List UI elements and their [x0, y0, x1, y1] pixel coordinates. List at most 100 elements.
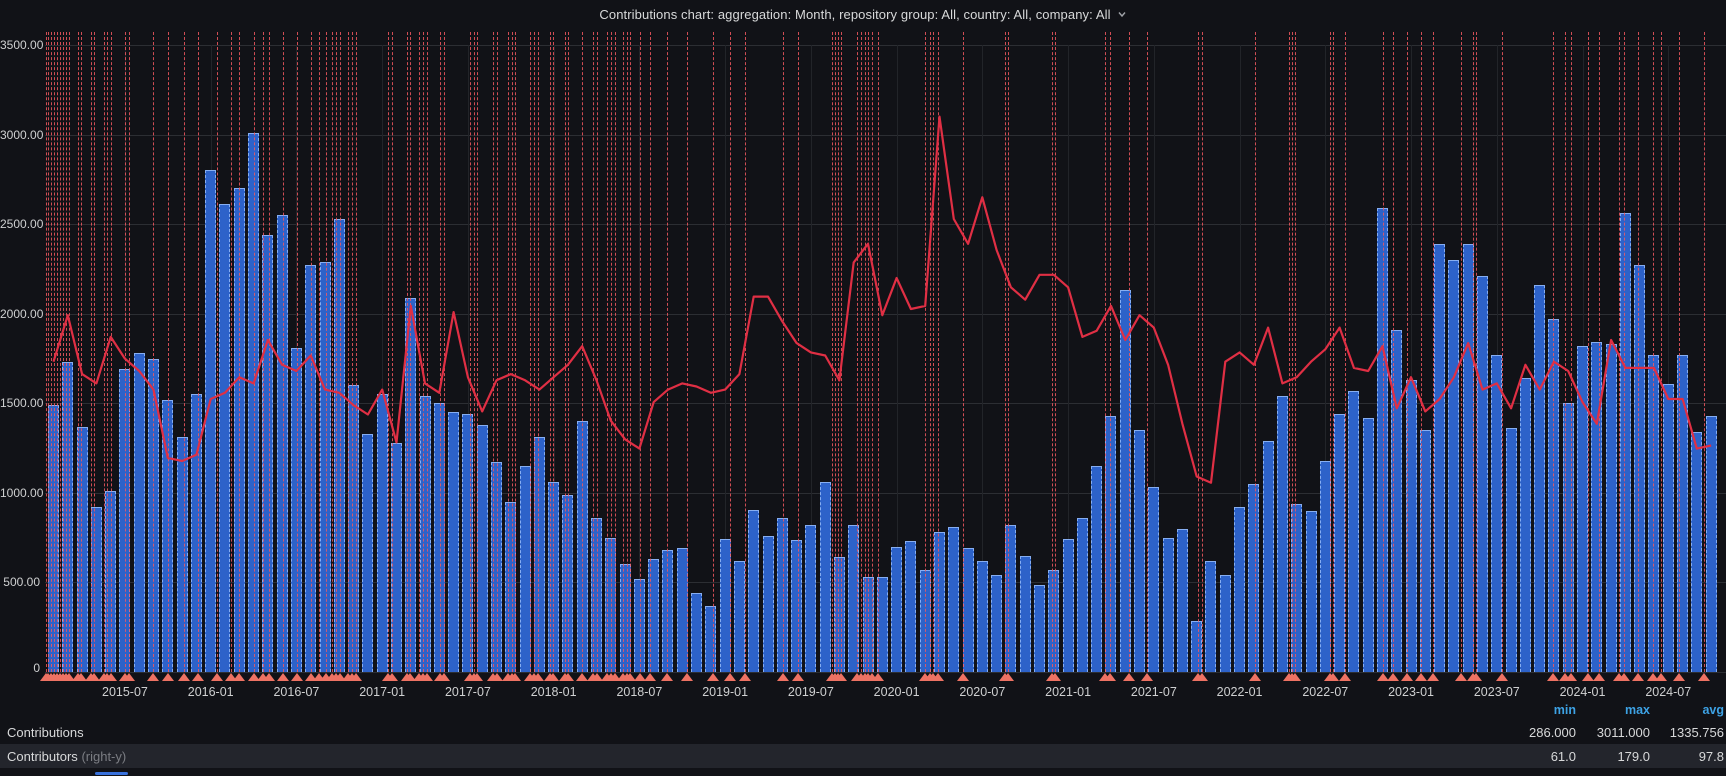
chart-plot-area[interactable]: 3500.00 3000.00 2500.00 2000.00 1500.00 1000.…: [0, 28, 1726, 699]
annotation-line: [508, 32, 509, 672]
bar: [1348, 390, 1360, 672]
annotation-line: [1599, 32, 1600, 672]
legend-col-min[interactable]: min: [1553, 703, 1576, 717]
annotation-line: [340, 32, 341, 672]
annotation-line: [615, 32, 616, 672]
bar: [805, 525, 817, 672]
bar: [748, 509, 760, 672]
bar: [1691, 431, 1703, 672]
annotation-marker-icon: [591, 673, 603, 681]
annotation-line: [1679, 32, 1680, 672]
bar: [190, 394, 202, 672]
annotation-marker-icon: [1647, 673, 1659, 681]
annotation-line: [1333, 32, 1334, 672]
bar: [791, 540, 803, 672]
annotation-marker-icon: [211, 673, 223, 681]
legend-row-contributors: Contributors (right-y) 61.0 179.0 97.8: [0, 744, 1726, 768]
annotation-line: [868, 32, 869, 672]
annotation-line: [515, 32, 516, 672]
scrollbar-thumb[interactable]: [95, 772, 128, 775]
annotation-line: [713, 32, 714, 672]
annotation-marker-icon: [438, 673, 450, 681]
annotation-line: [1289, 32, 1290, 672]
y-axis-tick-label: 1500.00: [0, 396, 44, 411]
legend-series-contributions[interactable]: Contributions: [7, 724, 84, 740]
annotation-line: [269, 32, 270, 672]
annotation-line: [667, 32, 668, 672]
annotation-line: [861, 32, 862, 672]
annotation-line: [332, 32, 333, 672]
annotation-marker-icon: [532, 673, 544, 681]
annotation-marker-icon: [291, 673, 303, 681]
bar: [533, 437, 545, 672]
x-axis-tick-label: 2020-01: [873, 685, 920, 699]
annotation-line: [835, 32, 836, 672]
annotation-line: [1653, 32, 1654, 672]
annotation-line: [63, 32, 64, 672]
annotation-line: [1638, 32, 1639, 672]
annotation-marker-icon: [1593, 673, 1605, 681]
annotation-marker-icon: [1104, 673, 1116, 681]
y-axis-tick-label: 3000.00: [0, 127, 44, 142]
legend-col-max[interactable]: max: [1624, 703, 1650, 717]
annotation-line: [348, 32, 349, 672]
legend-col-avg[interactable]: avg: [1702, 703, 1724, 717]
annotation-line: [553, 32, 554, 672]
annotation-marker-icon: [386, 673, 398, 681]
bar: [1019, 555, 1031, 672]
annotation-line: [1553, 32, 1554, 672]
annotation-marker-icon: [1582, 673, 1594, 681]
bar: [376, 394, 388, 672]
y-axis-tick-label: 3500.00: [0, 38, 44, 52]
bar: [1234, 507, 1246, 672]
annotation-marker-icon: [1339, 673, 1351, 681]
bar: [719, 539, 731, 672]
annotation-line: [48, 32, 49, 672]
annotation-line: [1565, 32, 1566, 672]
annotation-line: [91, 32, 92, 672]
panel-header[interactable]: Contributions chart: aggregation: Month,…: [0, 0, 1726, 28]
bar: [1305, 510, 1317, 672]
annotation-line: [107, 32, 108, 672]
annotation-marker-icon: [1049, 673, 1061, 681]
annotation-line: [582, 32, 583, 672]
annotation-line: [530, 32, 531, 672]
panel-title[interactable]: Contributions chart: aggregation: Month,…: [599, 6, 1111, 22]
bar: [1705, 415, 1717, 672]
bar: [1577, 345, 1589, 672]
annotation-line: [865, 32, 866, 672]
chevron-down-icon[interactable]: [1117, 6, 1127, 24]
annotation-marker-icon: [404, 673, 416, 681]
annotation-marker-icon: [609, 673, 621, 681]
bar: [448, 412, 460, 672]
annotation-marker-icon: [1387, 673, 1399, 681]
annotation-line: [534, 32, 535, 672]
x-axis-tick-label: 2019-01: [702, 685, 749, 699]
legend: min max avg Contributions 286.000 3011.0…: [0, 700, 1726, 768]
x-axis-tick-label: 2017-07: [444, 685, 491, 699]
annotation-marker-icon: [1565, 673, 1577, 681]
y-axis-tick-label: 0: [33, 661, 40, 675]
legend-series-contributors[interactable]: Contributors: [7, 748, 78, 764]
annotation-line: [1055, 32, 1056, 672]
annotation-line: [1433, 32, 1434, 672]
annotation-line: [568, 32, 569, 672]
annotation-marker-icon: [1123, 673, 1135, 681]
bar: [1262, 440, 1274, 672]
annotation-marker-icon: [1470, 673, 1482, 681]
annotation-line: [872, 32, 873, 672]
gridline-horizontal: [45, 45, 1726, 46]
annotation-line: [1198, 32, 1199, 672]
annotation-marker-icon: [1632, 673, 1644, 681]
annotation-line: [933, 32, 934, 672]
bar: [133, 353, 145, 672]
bar: [1276, 396, 1288, 672]
annotation-line: [125, 32, 126, 672]
annotation-line: [427, 32, 428, 672]
annotation-line: [1661, 32, 1662, 672]
bar: [848, 525, 860, 672]
bar: [991, 575, 1003, 672]
annotation-line: [46, 32, 47, 672]
bar: [1034, 585, 1045, 672]
x-axis-tick-label: 2021-01: [1045, 685, 1092, 699]
